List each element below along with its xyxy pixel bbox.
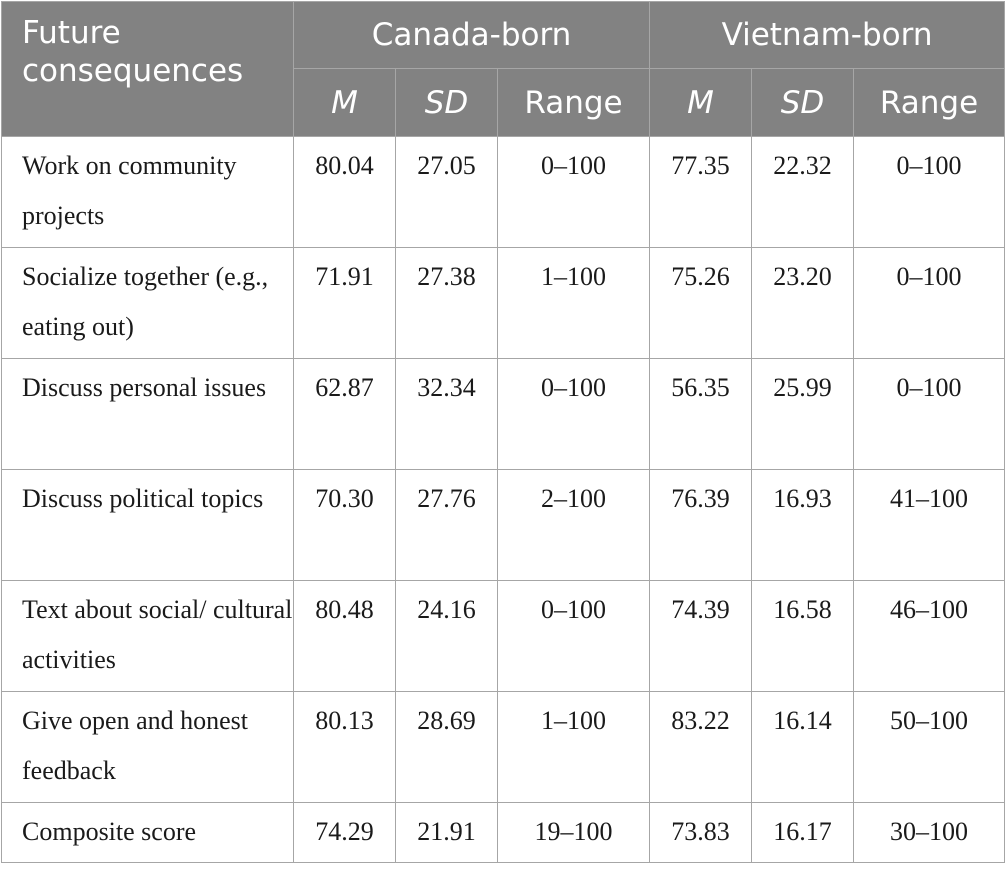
table-cell: 21.91 xyxy=(395,802,498,863)
table-cell: 1–100 xyxy=(496,247,651,359)
table-row: Discuss personal issues 62.87 32.34 0–10… xyxy=(1,358,1005,470)
row-label: Text about social/ cultural activities xyxy=(1,580,294,692)
group-header-canada-born: Canada-born xyxy=(292,1,651,69)
table-cell: 70.30 xyxy=(293,469,396,581)
table-cell: 0–100 xyxy=(496,136,651,248)
table-cell: 50–100 xyxy=(853,691,1005,803)
table-row: Discuss political topics 70.30 27.76 2–1… xyxy=(1,469,1005,581)
table-cell: 32.34 xyxy=(395,358,498,470)
table-cell: 73.83 xyxy=(649,802,753,863)
table-cell: 2–100 xyxy=(496,469,651,581)
table-cell: 16.93 xyxy=(751,469,855,581)
table-cell: 0–100 xyxy=(853,136,1005,248)
table-cell: 23.20 xyxy=(751,247,855,359)
table-cell: 46–100 xyxy=(853,580,1005,692)
table-cell: 56.35 xyxy=(649,358,753,470)
table-cell: 75.26 xyxy=(649,247,753,359)
table-cell: 74.39 xyxy=(649,580,753,692)
table-cell: 28.69 xyxy=(395,691,498,803)
table-row: Socialize together (e.g., eating out) 71… xyxy=(1,247,1005,359)
table-cell: 41–100 xyxy=(853,469,1005,581)
table-cell: 80.13 xyxy=(293,691,396,803)
column-header-range: Range xyxy=(496,68,651,137)
table-cell: 80.48 xyxy=(293,580,396,692)
table-cell: 0–100 xyxy=(853,358,1005,470)
header-row-stats: M SD Range M SD Range xyxy=(2,68,1005,137)
table-cell: 71.91 xyxy=(293,247,396,359)
table-row: Composite score 74.29 21.91 19–100 73.83… xyxy=(1,802,1005,863)
table-cell: 24.16 xyxy=(395,580,498,692)
row-label: Discuss personal issues xyxy=(1,358,294,470)
table-row: Work on community projects 80.04 27.05 0… xyxy=(1,136,1005,248)
row-label: Work on community projects xyxy=(1,136,294,248)
table-cell: 16.17 xyxy=(751,802,855,863)
column-header-m: M xyxy=(293,68,396,137)
table-row: Give open and honest feedback 80.13 28.6… xyxy=(1,691,1005,803)
table-cell: 16.14 xyxy=(751,691,855,803)
results-table: Future consequences Canada-born Vietnam-… xyxy=(1,1,1005,863)
row-label: Give open and honest feedback xyxy=(1,691,294,803)
column-header-m: M xyxy=(649,68,753,137)
table-cell: 0–100 xyxy=(853,247,1005,359)
table-cell: 30–100 xyxy=(853,802,1005,863)
corner-header: Future consequences xyxy=(1,1,294,137)
table-cell: 27.76 xyxy=(395,469,498,581)
column-header-sd: SD xyxy=(751,68,855,137)
table-cell: 1–100 xyxy=(496,691,651,803)
column-header-range: Range xyxy=(853,68,1005,137)
group-header-vietnam-born: Vietnam-born xyxy=(649,1,1005,69)
row-label: Socialize together (e.g., eating out) xyxy=(1,247,294,359)
table-cell: 80.04 xyxy=(293,136,396,248)
column-header-sd: SD xyxy=(395,68,498,137)
table-cell: 0–100 xyxy=(496,358,651,470)
table-cell: 22.32 xyxy=(751,136,855,248)
table-cell: 0–100 xyxy=(496,580,651,692)
table-cell: 27.05 xyxy=(395,136,498,248)
table-cell: 74.29 xyxy=(293,802,396,863)
table-cell: 76.39 xyxy=(649,469,753,581)
table-cell: 25.99 xyxy=(751,358,855,470)
table-cell: 19–100 xyxy=(496,802,651,863)
table-row: Text about social/ cultural activities 8… xyxy=(1,580,1005,692)
table-cell: 83.22 xyxy=(649,691,753,803)
table-cell: 27.38 xyxy=(395,247,498,359)
row-label: Composite score xyxy=(1,802,294,863)
table-cell: 16.58 xyxy=(751,580,855,692)
row-label: Discuss political topics xyxy=(1,469,294,581)
header-row-groups: Future consequences Canada-born Vietnam-… xyxy=(1,1,1005,137)
table-cell: 62.87 xyxy=(293,358,396,470)
table-cell: 77.35 xyxy=(649,136,753,248)
